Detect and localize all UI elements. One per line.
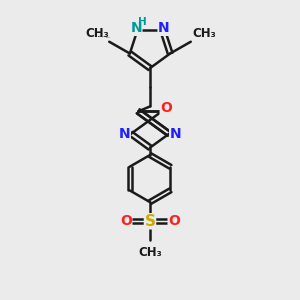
Text: CH₃: CH₃ <box>138 246 162 259</box>
Text: S: S <box>145 214 155 229</box>
Text: O: O <box>160 101 172 115</box>
Text: CH₃: CH₃ <box>85 27 109 40</box>
Text: N: N <box>170 127 181 141</box>
Text: O: O <box>120 214 132 228</box>
Text: CH₃: CH₃ <box>192 27 216 40</box>
Text: methyl_left: methyl_left <box>98 35 106 37</box>
Text: N: N <box>158 21 170 35</box>
Text: O: O <box>168 214 180 228</box>
Text: N: N <box>119 127 130 141</box>
Text: H: H <box>139 16 147 26</box>
Text: methyl: methyl <box>106 37 111 38</box>
Text: N: N <box>130 21 142 35</box>
